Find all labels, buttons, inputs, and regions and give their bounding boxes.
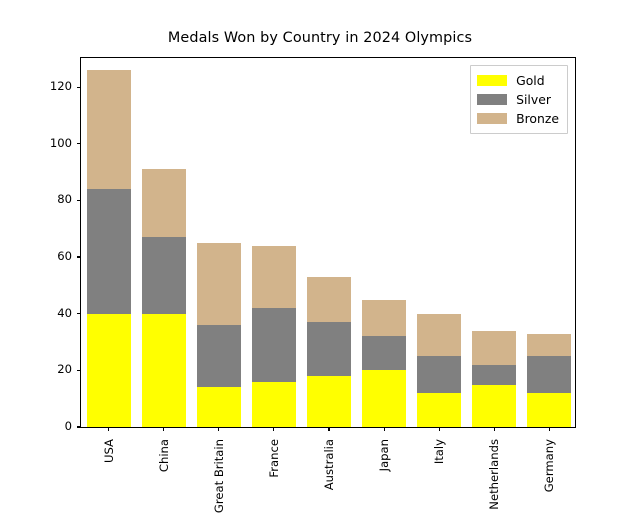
legend-label: Bronze — [516, 111, 559, 126]
x-tick-label-text: Netherlands — [487, 439, 502, 510]
legend-label: Gold — [516, 73, 545, 88]
y-tick-label: 100 — [49, 135, 72, 150]
bar-group[interactable] — [306, 276, 352, 427]
x-tick-label-text: Great Britain — [211, 439, 226, 513]
y-tick-mark — [77, 86, 81, 88]
bar-segment-silver[interactable] — [417, 356, 462, 394]
bar-segment-silver[interactable] — [306, 322, 352, 377]
bar-segment-bronze[interactable] — [141, 169, 186, 238]
x-tick-mark — [273, 427, 275, 431]
chart-title: Medals Won by Country in 2024 Olympics — [167, 30, 473, 46]
y-tick-label: 20 — [57, 362, 72, 377]
bar-group[interactable] — [86, 70, 131, 427]
bar-segment-silver[interactable] — [251, 308, 296, 382]
x-tick-label-text: Australia — [322, 439, 336, 491]
x-tick-mark — [493, 427, 495, 431]
legend-label: Silver — [516, 92, 551, 107]
bar-segment-bronze[interactable] — [306, 276, 352, 323]
y-tick-mark — [77, 199, 81, 201]
legend-item: Silver — [477, 90, 559, 109]
legend-swatch-silver — [477, 94, 508, 105]
chart-figure: Medals Won by Country in 2024 Olympics N… — [49, 30, 576, 513]
y-tick-mark — [77, 369, 81, 371]
y-tick-label: 60 — [57, 249, 72, 264]
bar-segment-silver[interactable] — [196, 325, 241, 388]
y-tick-mark — [77, 256, 81, 258]
legend-item: Bronze — [477, 109, 559, 128]
bar-segment-gold[interactable] — [141, 313, 186, 427]
x-tick-mark — [108, 427, 110, 431]
bar-segment-bronze[interactable] — [527, 333, 572, 357]
bar-segment-silver[interactable] — [362, 336, 407, 371]
x-tick-label-text: China — [156, 439, 171, 473]
x-tick-mark — [218, 427, 220, 431]
y-tick-label: 40 — [57, 305, 72, 320]
bar-segment-bronze[interactable] — [196, 242, 241, 326]
bar-segment-silver[interactable] — [527, 356, 572, 394]
bar-segment-gold[interactable] — [472, 384, 517, 427]
bar-segment-silver[interactable] — [86, 189, 131, 314]
x-tick-mark — [438, 427, 440, 431]
legend-swatch-gold — [477, 75, 508, 86]
y-tick-mark — [77, 426, 81, 428]
legend-item: Gold — [477, 71, 559, 90]
bar-group[interactable] — [527, 333, 572, 427]
chart-legend: Gold Silver Bronze — [470, 65, 568, 134]
y-tick-label: 120 — [49, 79, 72, 94]
x-tick-mark — [328, 427, 330, 431]
bar-segment-gold[interactable] — [417, 393, 462, 427]
bar-segment-gold[interactable] — [251, 381, 296, 427]
bar-segment-gold[interactable] — [86, 313, 131, 427]
y-tick-mark — [77, 143, 81, 145]
bar-segment-silver[interactable] — [141, 237, 186, 314]
bar-group[interactable] — [141, 169, 186, 427]
x-tick-mark — [163, 427, 165, 431]
bar-group[interactable] — [472, 330, 517, 427]
x-tick-mark — [383, 427, 385, 431]
bar-segment-bronze[interactable] — [472, 330, 517, 365]
bar-segment-gold[interactable] — [362, 370, 407, 427]
bar-segment-bronze[interactable] — [251, 245, 296, 309]
x-tick-label-text: Germany — [542, 439, 557, 493]
bar-segment-bronze[interactable] — [417, 313, 462, 357]
y-tick-mark — [77, 313, 81, 315]
bar-group[interactable] — [251, 245, 296, 427]
y-tick-label: 80 — [57, 192, 72, 207]
bar-group[interactable] — [196, 242, 241, 427]
bar-group[interactable] — [362, 299, 407, 427]
y-tick-label: 0 — [64, 419, 72, 433]
bar-segment-gold[interactable] — [306, 376, 352, 427]
bar-segment-silver[interactable] — [472, 364, 517, 385]
legend-swatch-bronze — [477, 113, 508, 124]
bar-group[interactable] — [417, 313, 462, 427]
bar-segment-bronze[interactable] — [362, 299, 407, 337]
bar-segment-gold[interactable] — [196, 387, 241, 427]
x-tick-label-text: Japan — [377, 439, 392, 472]
x-tick-mark — [548, 427, 550, 431]
x-tick-label-text: Italy — [432, 439, 447, 465]
x-tick-label-text: France — [266, 439, 281, 478]
x-tick-label-text: USA — [101, 439, 116, 463]
bar-segment-bronze[interactable] — [86, 70, 131, 190]
bar-segment-gold[interactable] — [527, 393, 572, 427]
